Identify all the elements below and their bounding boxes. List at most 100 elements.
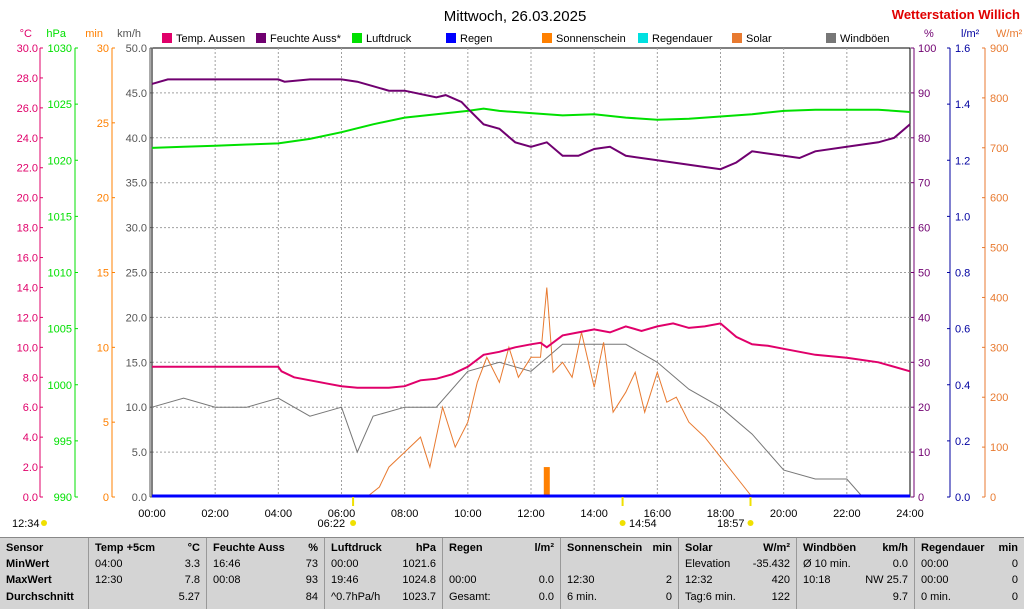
legend-label-gust: Windböen bbox=[840, 33, 890, 45]
summary-max-label: 00:00 bbox=[921, 574, 949, 586]
temp-tick-label: 2.0 bbox=[23, 462, 38, 474]
summary-row-label-text: MinWert bbox=[6, 558, 50, 570]
moon-time-label: 12:34 bbox=[12, 518, 40, 530]
noon-icon bbox=[619, 520, 626, 526]
solar-tick-label: 800 bbox=[990, 93, 1008, 105]
summary-avg-row: Gesamt: 0.0 bbox=[443, 589, 560, 605]
temp-tick-label: 26.0 bbox=[17, 103, 38, 115]
summary-max-row: 00:00 0 bbox=[915, 572, 1024, 588]
summary-avg-row: ^0.7hPa/h 1023.7 bbox=[325, 589, 442, 605]
temp-tick-label: 8.0 bbox=[23, 372, 38, 384]
time-tick-label: 22:00 bbox=[833, 508, 861, 520]
summary-min-value: -35.432 bbox=[752, 558, 790, 570]
summary-max-value: 2 bbox=[665, 574, 672, 586]
legend-swatch-humidity bbox=[256, 33, 266, 43]
summary-avg-value: 0 bbox=[665, 591, 672, 603]
summary-avg-value: 122 bbox=[771, 591, 790, 603]
humidity-tick-label: 0 bbox=[918, 492, 924, 504]
wind-unit-label: km/h bbox=[117, 28, 141, 40]
humidity-tick-label: 50 bbox=[918, 268, 930, 280]
humidity-tick-label: 100 bbox=[918, 43, 936, 55]
temp-tick-label: 6.0 bbox=[23, 402, 38, 414]
legend-swatch-rainduration bbox=[638, 33, 648, 43]
temp-unit-label: °C bbox=[20, 28, 32, 40]
time-tick-label: 16:00 bbox=[644, 508, 672, 520]
summary-min-label: 16:46 bbox=[213, 558, 241, 570]
humidity-series-line bbox=[151, 78, 911, 171]
solar-series-line bbox=[152, 287, 910, 498]
summary-max-value: NW 25.7 bbox=[865, 574, 908, 586]
time-tick-label: 18:00 bbox=[707, 508, 735, 520]
summary-group-4: Sonnenschein min 12:30 2 6 min. 0 bbox=[560, 538, 678, 609]
legend-swatch-gust bbox=[826, 33, 836, 43]
summary-max-row: 00:08 93 bbox=[207, 572, 324, 588]
weather-chart: Mittwoch, 26.03.2025 Wetterstation Willi… bbox=[12, 7, 1023, 530]
legend-label-solar: Solar bbox=[746, 33, 772, 45]
summary-max-label: 12:30 bbox=[95, 574, 123, 586]
temp-tick-label: 28.0 bbox=[17, 73, 38, 85]
legend-swatch-sunshine bbox=[542, 33, 552, 43]
summary-max-value: 1024.8 bbox=[402, 574, 436, 586]
summary-row-label: MinWert bbox=[0, 556, 88, 572]
summary-max-value: 93 bbox=[305, 574, 318, 586]
time-tick-label: 08:00 bbox=[391, 508, 419, 520]
sunshine-bar bbox=[543, 467, 550, 497]
summary-avg-value: 5.27 bbox=[178, 591, 200, 603]
sunset-time-label: 18:57 bbox=[717, 518, 745, 530]
wind-tick-label: 35.0 bbox=[126, 178, 147, 190]
summary-max-label: 00:00 bbox=[449, 574, 477, 586]
wind-tick-label: 10.0 bbox=[126, 402, 147, 414]
summary-min-row bbox=[561, 556, 678, 572]
summary-group-unit: l/m² bbox=[534, 542, 554, 554]
summary-group-7: Regendauer min 00:00 0 00:00 0 0 min. 0 bbox=[914, 538, 1024, 609]
summary-min-value: 0 bbox=[1011, 558, 1018, 570]
summary-avg-value: 0.0 bbox=[538, 591, 554, 603]
summary-min-label: Elevation bbox=[685, 558, 731, 570]
summary-avg-row: 9.7 bbox=[797, 589, 914, 605]
summary-group-title: Windböen bbox=[803, 542, 857, 554]
temp-series-line bbox=[152, 322, 911, 389]
summary-min-label: Ø 10 min. bbox=[803, 558, 851, 570]
summary-max-row: 00:00 0.0 bbox=[443, 572, 560, 588]
summary-min-row: 00:00 1021.6 bbox=[325, 556, 442, 572]
legend-label-humidity: Feuchte Auss* bbox=[270, 33, 342, 45]
summary-max-label: 12:30 bbox=[567, 574, 595, 586]
summary-max-label: 19:46 bbox=[331, 574, 359, 586]
summary-group-2: Luftdruck hPa 00:00 1021.6 19:46 1024.8 ^0.7hP… bbox=[324, 538, 442, 609]
summary-group-3: Regen l/m² 00:00 0.0 Gesamt: 0.0 bbox=[442, 538, 560, 609]
solar-unit-label: W/m² bbox=[996, 28, 1023, 40]
solar-tick-label: 900 bbox=[990, 43, 1008, 55]
summary-row-label-text: MaxWert bbox=[6, 574, 52, 586]
minutes-tick-label: 10 bbox=[97, 342, 109, 354]
summary-group-unit: °C bbox=[187, 542, 200, 554]
summary-group-header: Regendauer min bbox=[915, 540, 1024, 556]
summary-avg-value: 84 bbox=[305, 591, 318, 603]
summary-group-1: Feuchte Auss% 16:46 73 00:08 93 84 bbox=[206, 538, 324, 609]
legend-label-rainduration: Regendauer bbox=[652, 33, 713, 45]
summary-table: Sensor MinWert MaxWert Durchschnitt Temp +5c… bbox=[0, 537, 1024, 609]
time-tick-label: 00:00 bbox=[138, 508, 166, 520]
solar-tick-label: 400 bbox=[990, 292, 1008, 304]
sunset-icon bbox=[747, 520, 754, 526]
summary-group-unit: hPa bbox=[415, 542, 436, 554]
pressure-tick-label: 1030 bbox=[48, 43, 72, 55]
summary-min-value: 73 bbox=[305, 558, 318, 570]
pressure-tick-label: 1010 bbox=[48, 268, 72, 280]
summary-max-row: 12:30 7.8 bbox=[89, 572, 206, 588]
summary-group-0: Temp +5cm °C 04:00 3.3 12:30 7.8 5.27 bbox=[88, 538, 206, 609]
temp-tick-label: 18.0 bbox=[17, 223, 38, 235]
summary-max-value: 0.0 bbox=[538, 574, 554, 586]
wind-tick-label: 5.0 bbox=[132, 447, 147, 459]
summary-row-label-text: Durchschnitt bbox=[6, 591, 74, 603]
minutes-tick-label: 25 bbox=[97, 118, 109, 130]
temp-tick-label: 0.0 bbox=[23, 492, 38, 504]
summary-avg-label: Gesamt: bbox=[449, 591, 491, 603]
minutes-tick-label: 0 bbox=[103, 492, 109, 504]
sun-markers: 12:34 06:22 14:54 18:57 bbox=[12, 497, 754, 530]
summary-max-value: 0 bbox=[1011, 574, 1018, 586]
time-tick-label: 02:00 bbox=[201, 508, 229, 520]
wind-tick-label: 50.0 bbox=[126, 43, 147, 55]
summary-min-row: Ø 10 min. 0.0 bbox=[797, 556, 914, 572]
sunrise-icon bbox=[350, 520, 357, 526]
wind-tick-label: 40.0 bbox=[126, 133, 147, 145]
